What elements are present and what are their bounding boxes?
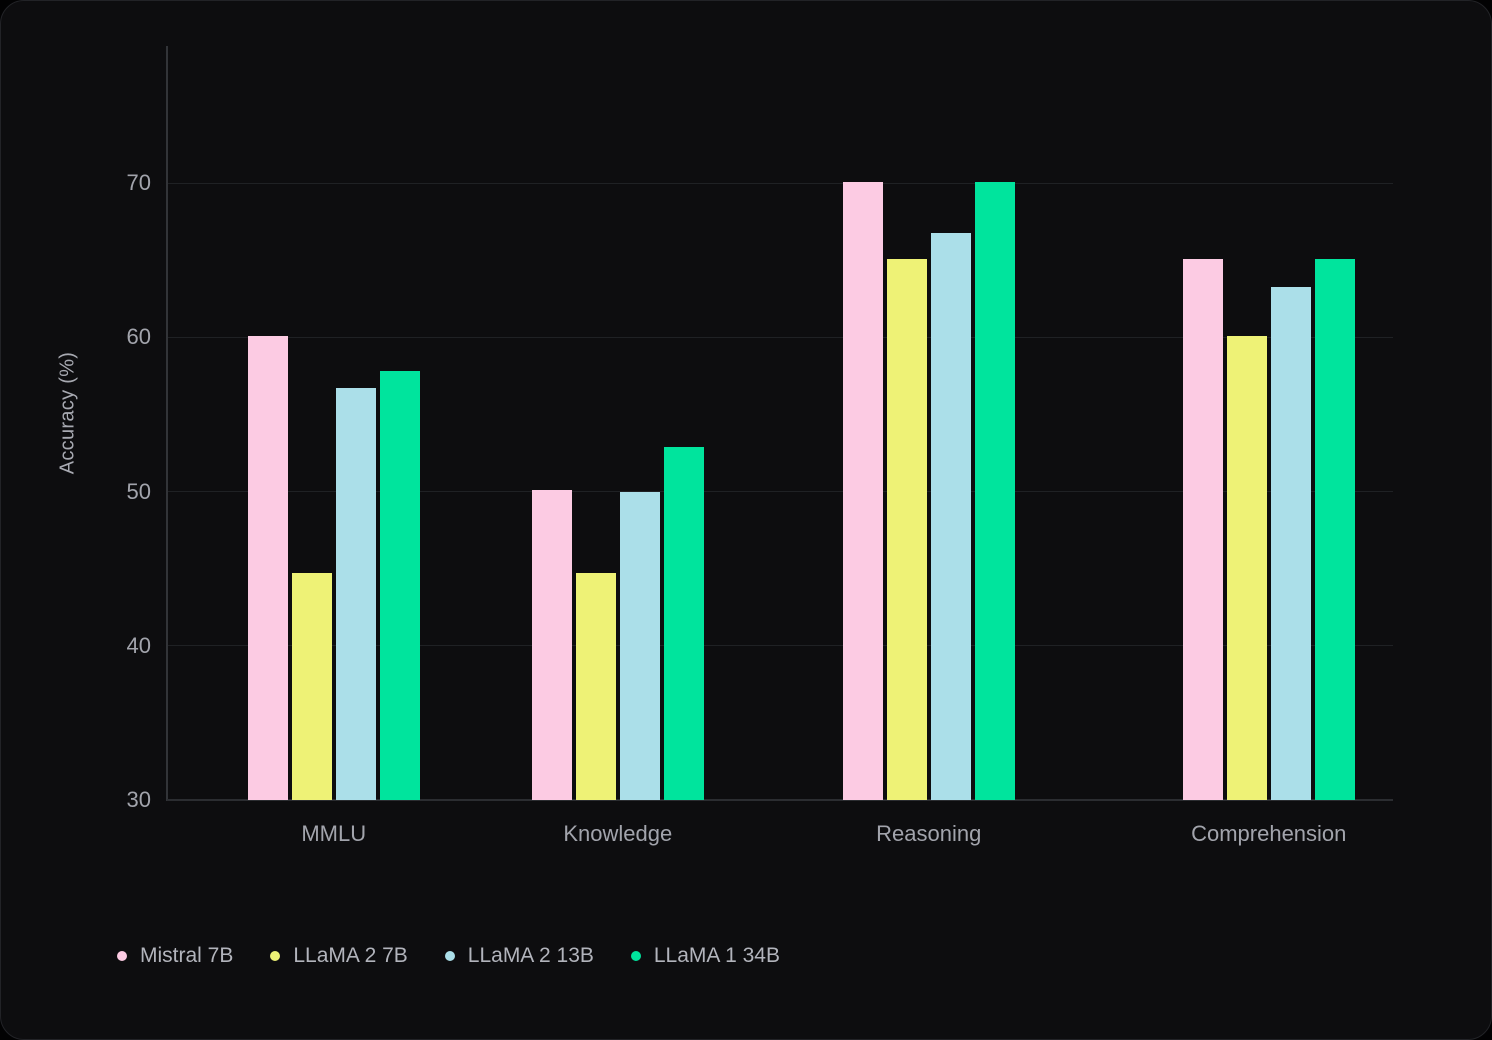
bar-llama-2-13b-knowledge[interactable] (620, 491, 660, 800)
x-label-knowledge: Knowledge (563, 821, 673, 846)
legend-label: LLaMA 2 7B (293, 944, 408, 967)
legend: Mistral 7B LLaMA 2 7B LLaMA 2 13B LLaMA 1 3… (117, 943, 780, 969)
bar-mistral-7b-reasoning[interactable] (843, 181, 883, 800)
legend-dot-llama-1-34b (630, 951, 641, 961)
bar-mistral-7b-knowledge[interactable] (532, 490, 572, 800)
bar-llama-2-7b-reasoning[interactable] (887, 258, 927, 800)
gridline-40 (167, 645, 1393, 647)
x-axis-line (167, 799, 1393, 801)
y-tick-60: 60 (126, 324, 151, 350)
bar-mistral-7b-comprehension[interactable] (1183, 258, 1223, 800)
y-tick-50: 50 (126, 478, 151, 504)
y-tick-70: 70 (126, 170, 151, 196)
legend-label: LLaMA 2 13B (467, 944, 594, 967)
bar-llama-2-7b-comprehension[interactable] (1227, 335, 1267, 800)
legend-item-llama-2-7b[interactable]: LLaMA 2 7B (270, 943, 408, 969)
bar-llama-2-13b-reasoning[interactable] (931, 232, 971, 800)
bar-llama-2-13b-mmlu[interactable] (336, 388, 376, 800)
legend-dot-llama-2-13b (444, 951, 455, 961)
bar-llama-2-7b-mmlu[interactable] (292, 573, 332, 800)
bar-mistral-7b-mmlu[interactable] (248, 335, 288, 800)
bar-llama-1-34b-knowledge[interactable] (664, 446, 704, 800)
x-label-comprehension: Comprehension (1191, 821, 1347, 846)
gridline-60 (167, 336, 1393, 338)
bar-llama-1-34b-reasoning[interactable] (975, 181, 1015, 800)
x-label-reasoning: Reasoning (876, 821, 982, 846)
bar-llama-1-34b-comprehension[interactable] (1315, 258, 1355, 800)
y-tick-40: 40 (126, 632, 151, 658)
gridline-50 (167, 491, 1393, 493)
bar-llama-2-7b-knowledge[interactable] (576, 573, 616, 800)
legend-item-mistral-7b[interactable]: Mistral 7B (117, 943, 233, 969)
legend-dot-llama-2-7b (270, 951, 281, 961)
x-label-mmlu: MMLU (301, 821, 367, 846)
legend-item-llama-2-13b[interactable]: LLaMA 2 13B (444, 943, 594, 969)
bar-llama-2-13b-comprehension[interactable] (1271, 286, 1311, 800)
bar-llama-1-34b-mmlu[interactable] (380, 371, 420, 800)
legend-label: Mistral 7B (140, 944, 234, 967)
legend-item-llama-1-34b[interactable]: LLaMA 1 34B (630, 943, 780, 969)
y-axis-line (166, 46, 168, 801)
gridline-70 (167, 182, 1393, 184)
legend-dot-mistral-7b (117, 951, 127, 961)
y-axis-title: Accuracy (%) (56, 351, 79, 475)
legend-label: LLaMA 1 34B (653, 944, 780, 967)
y-tick-30: 30 (126, 787, 151, 812)
